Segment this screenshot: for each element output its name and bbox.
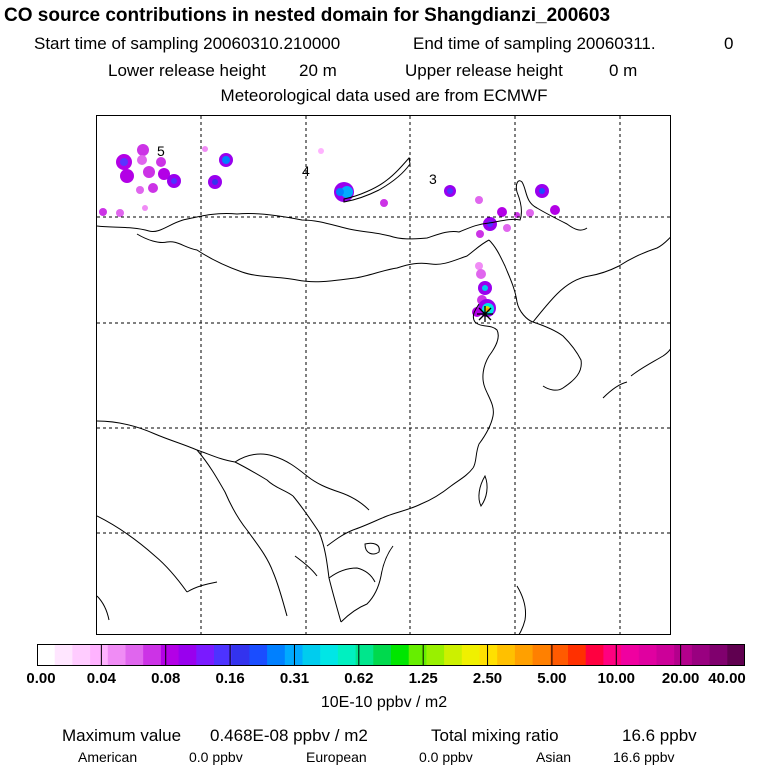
met-data-note: Meteorological data used are from ECMWF (220, 86, 548, 105)
colorbar-swatch (444, 644, 463, 666)
colorbar-swatch (497, 644, 516, 666)
colorbar-swatch (54, 644, 73, 666)
plume-cluster-northwest (99, 144, 208, 217)
colorbar-swatch (727, 644, 746, 666)
colorbar-swatch (125, 644, 144, 666)
colorbar-swatch (461, 644, 480, 666)
colorbar-tick-label: 10.00 (597, 670, 636, 687)
colorbar-svg (37, 644, 746, 666)
total-mixing-label: Total mixing ratio (431, 726, 559, 745)
colorbar-swatch (284, 644, 303, 666)
colorbar-swatch (107, 644, 126, 666)
end-time-label: End time of sampling 20060311. (413, 34, 656, 53)
coastlines-borders (97, 156, 670, 634)
colorbar-tick-label: 0.62 (344, 670, 374, 687)
colorbar-swatch (373, 644, 392, 666)
upper-release-value: 0 m (609, 61, 638, 80)
colorbar-units: 10E-10 ppbv / m2 (320, 694, 448, 711)
map-canvas: 5 4 3 (97, 116, 670, 634)
colorbar-tick-label: 0.08 (151, 670, 181, 687)
station-star-marker (477, 306, 493, 322)
colorbar-swatch (621, 644, 640, 666)
plot-title: CO source contributions in nested domain… (4, 5, 611, 26)
colorbar-swatch (90, 644, 109, 666)
american-label: American (78, 749, 138, 765)
graticule (97, 116, 670, 634)
lower-release-value: 20 m (299, 61, 337, 80)
colorbar-swatch (514, 644, 534, 666)
colorbar-tick-label: 40.00 (708, 670, 746, 687)
colorbar-swatch (249, 644, 268, 666)
colorbar-swatch (550, 644, 569, 666)
colorbar-swatch (231, 644, 250, 666)
asian-value: 16.6 ppbv (613, 749, 675, 765)
colorbar-swatch (674, 644, 693, 666)
colorbar-swatch (178, 644, 197, 666)
colorbar-swatch (638, 644, 657, 666)
european-label: European (306, 749, 367, 765)
european-value: 0.0 ppbv (419, 749, 473, 765)
colorbar-tick-label: 0.16 (215, 670, 245, 687)
colorbar-border (37, 644, 745, 666)
colorbar-swatch (656, 644, 675, 666)
colorbar-swatch (160, 644, 180, 666)
colorbar-swatch (37, 644, 56, 666)
plume-layer (99, 144, 560, 317)
colorbar (37, 644, 746, 666)
colorbar-tick-label: 1.25 (408, 670, 438, 687)
plume-cluster-central-north (208, 148, 483, 207)
max-value-label: Maximum value (62, 726, 182, 745)
lower-release-label: Lower release height (108, 61, 266, 80)
colorbar-swatch (196, 644, 215, 666)
colorbar-swatch (479, 644, 498, 666)
plume-cluster-northeast (476, 184, 560, 238)
colorbar-swatch (568, 644, 587, 666)
colorbar-swatch (302, 644, 321, 666)
colorbar-swatch (603, 644, 622, 666)
day-label-5: 5 (157, 143, 165, 159)
start-time-label: Start time of sampling 20060310.210000 (34, 34, 341, 53)
colorbar-swatch (408, 644, 427, 666)
upper-release-label: Upper release height (405, 61, 563, 80)
max-value: 0.468E-08 ppbv / m2 (210, 726, 368, 745)
colorbar-swatch (72, 644, 91, 666)
colorbar-tick-label: 2.50 (472, 670, 503, 687)
american-value: 0.0 ppbv (189, 749, 243, 765)
colorbar-swatch (585, 644, 604, 666)
colorbar-tick-label: 0.00 (26, 670, 56, 687)
colorbar-tick-label: 5.00 (537, 670, 567, 687)
colorbar-swatch (355, 644, 374, 666)
day-label-4: 4 (302, 163, 310, 179)
colorbar-swatch (532, 644, 551, 666)
colorbar-swatch (391, 644, 410, 666)
colorbar-swatch (267, 644, 286, 666)
colorbar-swatch (426, 644, 445, 666)
asian-label: Asian (536, 749, 572, 765)
colorbar-tick-label: 20.00 (661, 670, 700, 687)
colorbar-tick-label: 0.04 (86, 670, 116, 687)
colorbar-swatch (214, 644, 233, 666)
total-mixing-value: 16.6 ppbv (622, 726, 697, 745)
colorbar-tick-label: 0.31 (279, 670, 310, 687)
colorbar-swatch (337, 644, 357, 666)
colorbar-swatch (709, 644, 728, 666)
end-time-value: 0 (724, 34, 734, 53)
map-panel: 5 4 3 (96, 115, 671, 635)
colorbar-swatch (320, 644, 339, 666)
colorbar-swatch (691, 644, 711, 666)
day-label-3: 3 (429, 171, 437, 187)
colorbar-swatch (143, 644, 162, 666)
